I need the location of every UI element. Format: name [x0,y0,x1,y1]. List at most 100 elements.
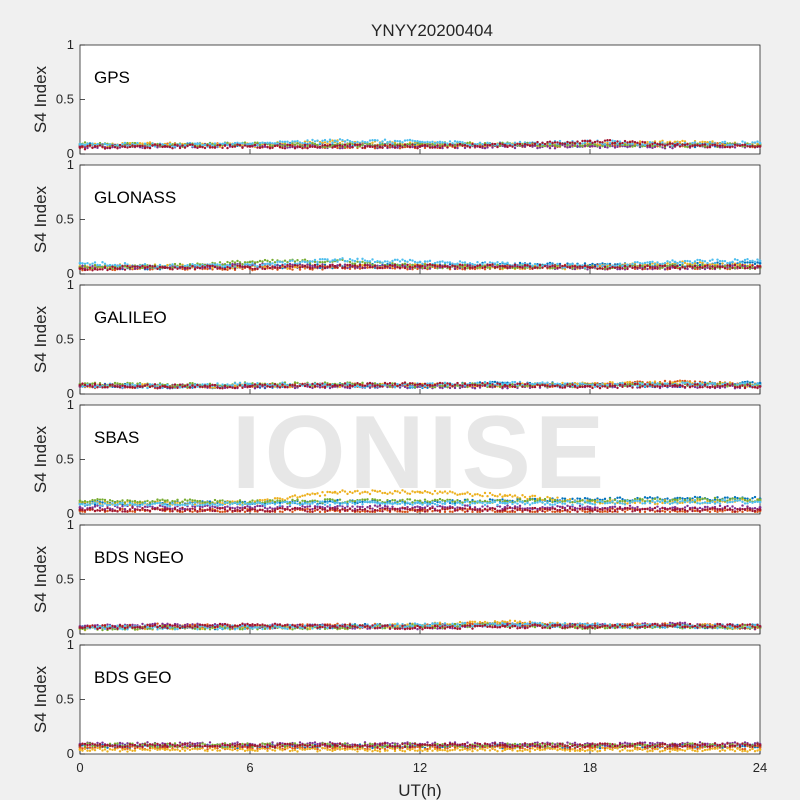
data-point [243,261,247,264]
data-point [178,146,182,150]
data-point [483,268,487,271]
data-point [751,144,754,148]
data-point [328,145,332,148]
data-point [596,267,599,270]
data-point [91,142,94,145]
data-point [583,139,587,143]
data-point [246,262,249,266]
data-point [293,263,297,267]
data-point [678,140,682,144]
data-point [406,386,409,390]
data-point [493,262,497,265]
data-point [316,139,319,142]
data-point [691,261,694,265]
data-point [356,260,359,263]
data-point [143,262,147,266]
data-point [551,144,554,148]
data-point [458,142,462,146]
data-point [223,144,227,147]
data-point [563,142,567,145]
data-point [711,140,714,143]
data-point [351,265,354,268]
data-point [108,146,112,150]
data-point [566,144,569,147]
data-point [606,265,609,269]
data-point [746,380,749,383]
data-point [253,264,257,267]
data-point [341,257,344,260]
data-point [471,142,474,146]
data-point [396,139,399,143]
data-point [611,265,614,269]
data-point [466,141,469,145]
data-point [396,258,399,262]
y-tick-label: 0 [67,146,74,161]
data-point [83,141,87,144]
data-point [153,143,157,146]
data-point [498,265,502,268]
data-point [471,262,474,266]
data-point [483,265,487,269]
data-point [733,143,737,146]
data-point [233,267,237,270]
data-point [328,265,332,268]
data-point [503,143,507,147]
data-point [333,264,337,268]
data-point [171,146,174,150]
data-point [141,383,144,386]
data-point [631,140,634,143]
data-point [183,146,187,149]
data-point [423,263,427,266]
data-point [96,142,99,146]
data-point [648,144,652,147]
data-point [133,265,137,268]
data-point [346,259,349,263]
data-point [276,266,279,270]
data-point [213,265,217,269]
data-point [546,145,549,148]
data-point [351,259,354,262]
data-point [588,142,592,146]
data-point [471,386,474,389]
data-point [478,381,482,384]
data-point [431,146,434,149]
data-point [716,261,719,264]
data-point [411,143,414,146]
data-point [433,143,437,147]
data-point [741,261,744,264]
data-point [393,143,397,146]
data-point [551,264,554,267]
data-point [723,140,727,144]
data-point [453,140,457,143]
data-point [333,258,337,262]
data-point [531,267,534,270]
data-point [273,263,277,267]
data-point [503,264,507,268]
data-point [651,146,654,150]
data-point [753,260,757,264]
data-point [466,266,469,270]
data-point [441,265,444,269]
data-point [683,143,687,147]
data-point [513,263,517,266]
data-point [506,142,509,145]
data-point [736,265,739,269]
data-point [758,144,762,148]
data-point [488,263,492,267]
data-point [83,268,87,272]
data-point [318,142,322,145]
data-point [731,145,734,148]
data-point [133,142,137,145]
data-point [331,141,334,144]
data-point [436,141,439,144]
data-point [373,147,377,150]
data-point [596,140,599,143]
data-point [223,264,227,268]
data-point [366,260,369,263]
data-point [376,139,379,142]
data-point [626,263,629,266]
data-point [303,264,307,268]
data-point [403,259,407,263]
data-point [706,264,709,267]
